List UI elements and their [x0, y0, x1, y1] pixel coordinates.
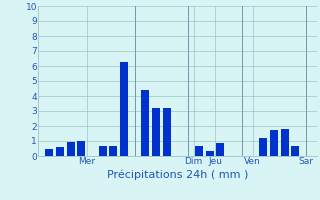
Bar	[152, 108, 160, 156]
Bar	[120, 62, 128, 156]
Bar	[77, 141, 85, 156]
Bar	[99, 146, 107, 156]
Bar	[109, 146, 117, 156]
Bar	[292, 146, 300, 156]
Bar	[45, 149, 53, 156]
Bar	[259, 138, 267, 156]
Bar	[67, 142, 75, 156]
Bar	[56, 147, 64, 156]
X-axis label: Précipitations 24h ( mm ): Précipitations 24h ( mm )	[107, 169, 248, 180]
Bar	[270, 130, 278, 156]
Bar	[281, 129, 289, 156]
Bar	[195, 146, 203, 156]
Bar	[206, 151, 214, 156]
Bar	[141, 90, 149, 156]
Bar	[216, 143, 224, 156]
Bar	[163, 108, 171, 156]
